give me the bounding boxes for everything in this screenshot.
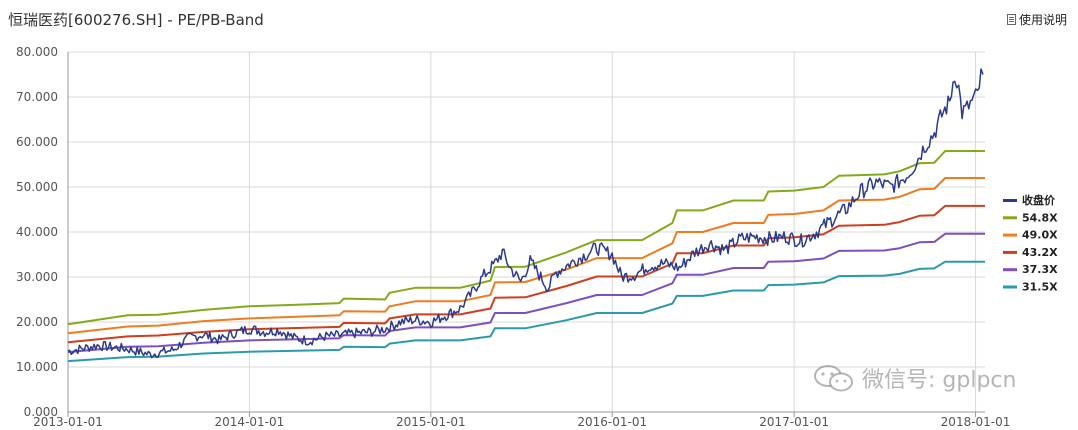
series-line-3	[67, 204, 985, 344]
legend-swatch	[1003, 199, 1017, 202]
legend-item[interactable]: 31.5X	[1003, 281, 1058, 294]
legend-swatch	[1003, 250, 1017, 254]
legend-swatch	[1003, 268, 1017, 272]
y-axis: 0.000 10.000 20.000 30.000 40.000 50.000 60.00…	[16, 45, 69, 419]
legend-label: 49.0X	[1022, 229, 1058, 242]
x-tick-label: 2017-01-01	[759, 415, 829, 429]
help-label: 使用说明	[1019, 13, 1068, 27]
legend-swatch	[1003, 233, 1017, 237]
x-tick-label: 2018-01-01	[941, 415, 1011, 429]
document-icon	[1007, 14, 1016, 25]
series-line-4	[67, 232, 985, 354]
y-tick-label: 60.000	[16, 135, 58, 149]
legend-label: 54.8X	[1022, 211, 1058, 224]
x-tick-label: 2013-01-01	[33, 415, 103, 429]
legend-item[interactable]: 54.8X	[1003, 211, 1058, 224]
x-tick-label: 2014-01-01	[215, 415, 285, 429]
page-title: 恒瑞医药[600276.SH] - PE/PB-Band	[8, 11, 264, 29]
watermark-text: 微信号: gplpcn	[862, 368, 1017, 393]
x-tick-label: 2015-01-01	[396, 415, 466, 429]
legend-label: 43.2X	[1022, 246, 1058, 259]
help-link[interactable]: 使用说明	[1007, 11, 1067, 28]
legend-label: 收盘价	[1022, 193, 1056, 207]
legend-swatch	[1003, 285, 1017, 289]
y-tick-label: 70.000	[16, 90, 58, 104]
y-tick-label: 80.000	[16, 45, 58, 59]
legend-label: 31.5X	[1022, 281, 1058, 294]
series-line-5	[67, 260, 985, 363]
legend-item[interactable]: 收盘价	[1003, 193, 1056, 207]
x-axis: 2013-01-01 2014-01-01 2015-01-01 2016-01-01…	[33, 411, 1011, 429]
legend-swatch	[1003, 216, 1017, 220]
wechat-icon	[814, 365, 853, 392]
y-tick-label: 0.000	[24, 405, 58, 419]
y-tick-label: 40.000	[16, 225, 58, 239]
series-line-1	[67, 150, 985, 326]
y-tick-label: 50.000	[16, 180, 58, 194]
legend[interactable]: 收盘价 54.8X 49.0X 43.2X 37.3X 31.5X	[1003, 193, 1058, 294]
y-tick-label: 30.000	[16, 270, 58, 284]
legend-item[interactable]: 43.2X	[1003, 246, 1058, 259]
y-tick-label: 20.000	[16, 315, 58, 329]
series-lines	[67, 68, 985, 363]
series-line-0	[67, 68, 984, 359]
watermark: 微信号: gplpcn	[812, 362, 1016, 394]
y-tick-label: 10.000	[16, 360, 58, 374]
legend-item[interactable]: 49.0X	[1003, 229, 1058, 242]
grid-lines	[67, 51, 985, 413]
legend-item[interactable]: 37.3X	[1003, 263, 1058, 276]
x-tick-label: 2016-01-01	[577, 415, 647, 429]
series-line-2	[67, 177, 985, 335]
legend-label: 37.3X	[1022, 263, 1058, 276]
